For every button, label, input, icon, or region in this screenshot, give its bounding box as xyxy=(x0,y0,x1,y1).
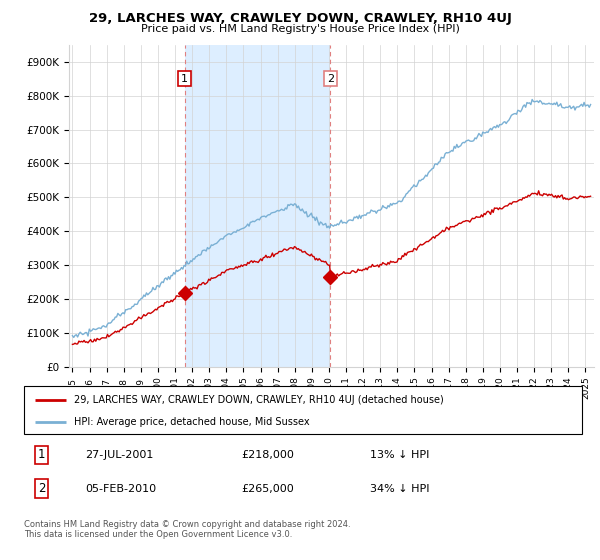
Text: £218,000: £218,000 xyxy=(242,450,295,460)
Text: 2: 2 xyxy=(38,482,46,495)
Text: 13% ↓ HPI: 13% ↓ HPI xyxy=(370,450,430,460)
Text: Contains HM Land Registry data © Crown copyright and database right 2024.
This d: Contains HM Land Registry data © Crown c… xyxy=(24,520,350,539)
Text: 27-JUL-2001: 27-JUL-2001 xyxy=(85,450,154,460)
FancyBboxPatch shape xyxy=(24,386,582,434)
Text: Price paid vs. HM Land Registry's House Price Index (HPI): Price paid vs. HM Land Registry's House … xyxy=(140,24,460,34)
Text: 1: 1 xyxy=(181,74,188,83)
Text: 29, LARCHES WAY, CRAWLEY DOWN, CRAWLEY, RH10 4UJ (detached house): 29, LARCHES WAY, CRAWLEY DOWN, CRAWLEY, … xyxy=(74,395,444,405)
Text: 29, LARCHES WAY, CRAWLEY DOWN, CRAWLEY, RH10 4UJ: 29, LARCHES WAY, CRAWLEY DOWN, CRAWLEY, … xyxy=(89,12,511,25)
Text: HPI: Average price, detached house, Mid Sussex: HPI: Average price, detached house, Mid … xyxy=(74,417,310,427)
Text: 05-FEB-2010: 05-FEB-2010 xyxy=(85,484,157,493)
Text: 2: 2 xyxy=(327,74,334,83)
Text: 34% ↓ HPI: 34% ↓ HPI xyxy=(370,484,430,493)
Text: £265,000: £265,000 xyxy=(242,484,295,493)
Text: 1: 1 xyxy=(38,449,46,461)
Bar xyxy=(185,45,331,367)
